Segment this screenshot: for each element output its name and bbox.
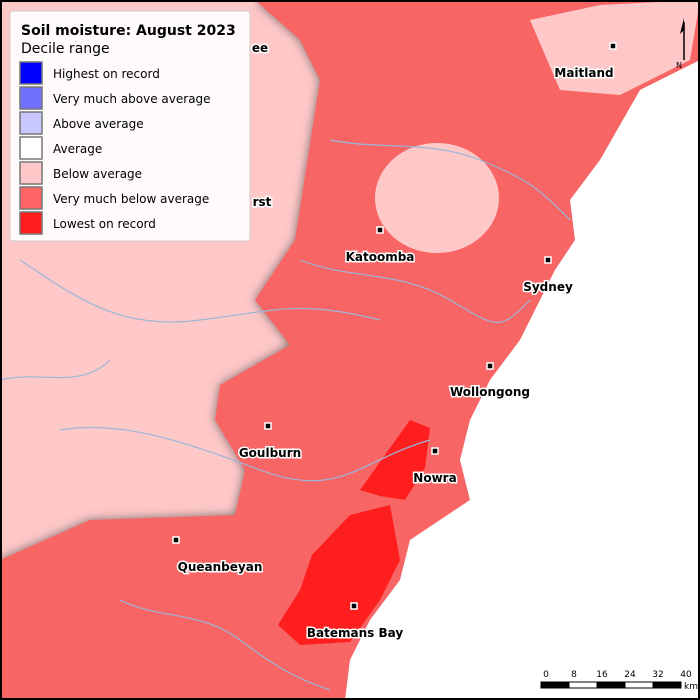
region-below — [375, 143, 499, 253]
sea — [345, 60, 700, 700]
town-marker — [544, 256, 552, 264]
legend-label: Very much above average — [53, 92, 211, 106]
scale-segment — [596, 681, 626, 689]
scale-tick-label: 8 — [571, 670, 577, 680]
scale-tick-label: 16 — [596, 670, 608, 680]
town-marker — [486, 362, 494, 370]
legend: Soil moisture: August 2023 Decile range … — [9, 10, 251, 242]
town-label: Batemans Bay — [307, 626, 403, 640]
scale-segment — [624, 681, 654, 689]
legend-swatch — [19, 86, 43, 110]
legend-label: Average — [53, 142, 102, 156]
scale-segment — [568, 681, 598, 689]
town-marker — [350, 602, 358, 610]
scale-tick-label: 24 — [624, 670, 636, 680]
scale-segment — [540, 681, 570, 689]
legend-label: Above average — [53, 117, 144, 131]
towns: Maitland Katoomba Sydney Wollongong Goul… — [172, 40, 617, 642]
town-label: Nowra — [413, 471, 456, 485]
map-title: Soil moisture: August 2023 — [21, 23, 236, 39]
scale-tick-label: 32 — [652, 670, 663, 680]
north-head — [680, 18, 684, 34]
town-marker — [264, 422, 272, 430]
town-marker — [172, 536, 180, 544]
town-label: Wollongong — [450, 385, 530, 399]
legend-label: Highest on record — [53, 67, 160, 81]
legend-swatch — [19, 111, 43, 135]
scale-tick-label: 40 — [680, 670, 692, 680]
legend-swatch — [19, 211, 43, 235]
north-arrow: N — [676, 18, 685, 70]
scale-unit: km — [684, 682, 698, 692]
scale-bar: 0 8 16 24 32 40 km — [540, 670, 698, 692]
region-lowest — [278, 505, 400, 645]
legend-label: Lowest on record — [53, 217, 156, 231]
legend-box — [9, 10, 251, 242]
town-label: Goulburn — [239, 446, 301, 460]
town-marker — [431, 447, 439, 455]
legend-swatch — [19, 136, 43, 160]
town-label: Sydney — [523, 280, 573, 294]
town-marker — [376, 226, 384, 234]
legend-subtitle: Decile range — [21, 41, 110, 57]
town-label: Queanbeyan — [178, 560, 263, 574]
north-label: N — [676, 61, 682, 70]
town-label-partial: rst — [253, 195, 272, 209]
town-marker — [609, 42, 617, 50]
legend-swatch — [19, 61, 43, 85]
town-label: Maitland — [554, 66, 613, 80]
scale-segment — [652, 681, 682, 689]
town-label: Katoomba — [346, 250, 415, 264]
legend-label: Below average — [53, 167, 142, 181]
legend-swatch — [19, 161, 43, 185]
legend-swatch — [19, 186, 43, 210]
legend-label: Very much below average — [53, 192, 209, 206]
region-lowest — [360, 420, 430, 500]
town-label-partial: ee — [252, 41, 268, 55]
scale-tick-label: 0 — [543, 670, 549, 680]
rivers — [0, 139, 571, 691]
